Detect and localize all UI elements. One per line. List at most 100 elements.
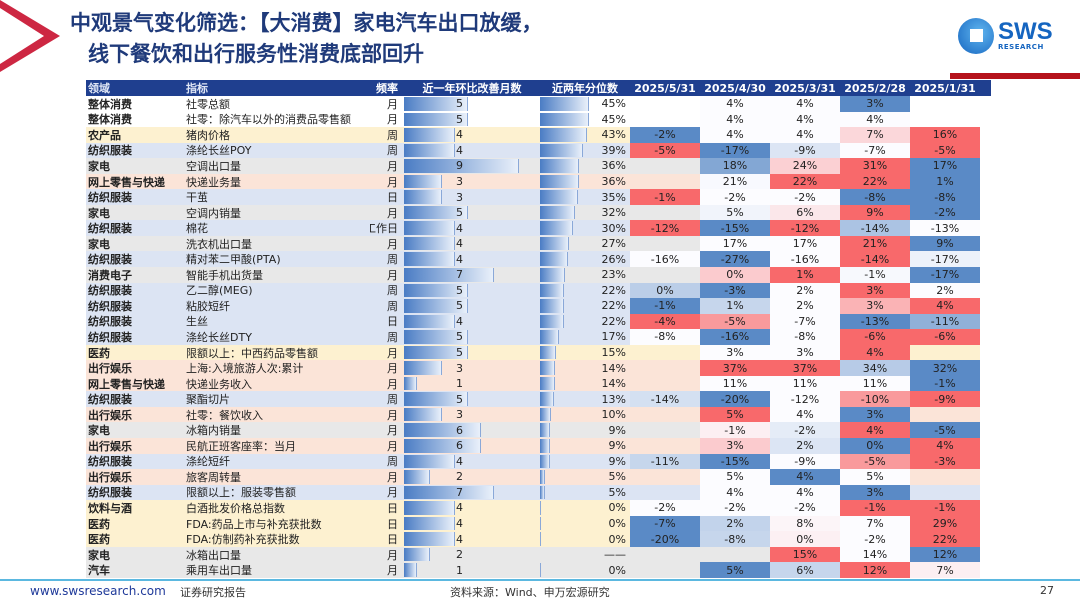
percentile-cell: 43%: [540, 127, 630, 143]
domain-cell: 纺织服装: [86, 220, 184, 236]
heatmap-cell: 2%: [910, 282, 980, 299]
heatmap-cell: 17%: [700, 235, 770, 252]
improve-months-cell: 7: [400, 267, 540, 283]
heatmap-cell: -15%: [700, 220, 770, 236]
heatmap-cell: 0%: [770, 531, 840, 547]
percentile-cell: 22%: [540, 313, 630, 330]
improve-months-cell: 5: [400, 391, 540, 407]
percentile-value: 9%: [608, 439, 626, 453]
heatmap-cell: [910, 469, 980, 485]
heatmap-cell: -5%: [910, 142, 980, 159]
improve-months-value: 1: [456, 377, 463, 391]
indicator-cell: FDA:药品上市与补充获批数: [184, 515, 370, 532]
table-row: 家电 冰箱内销量月 6 9% -1% -2% 4% -5%: [86, 422, 991, 439]
percentile-cell: 9%: [540, 422, 630, 439]
frequency-cell: 周: [370, 142, 400, 159]
heatmap-cell: [630, 406, 700, 423]
heatmap-cell: 37%: [700, 360, 770, 376]
domain-cell: 纺织服装: [86, 189, 184, 205]
table-row: 消费电子 智能手机出货量月 7 23% 0% 1% -1% -17%: [86, 267, 991, 283]
table-row: 家电 洗衣机出口量月 4 27% 17% 17% 21% 9%: [86, 235, 991, 252]
frequency-cell: 日: [370, 313, 400, 330]
heatmap-cell: 0%: [700, 267, 770, 283]
improve-months-bar: [404, 423, 481, 438]
percentile-cell: 36%: [540, 158, 630, 174]
heatmap-cell: -20%: [700, 391, 770, 407]
percentile-value: 14%: [601, 361, 626, 375]
table-row: 出行娱乐 民航正班客座率：当月月 6 9% 3% 2% 0% 4%: [86, 438, 991, 454]
column-header: 指标: [186, 82, 208, 95]
column-header: 近一年环比改善月数: [422, 82, 522, 95]
heatmap-cell: 0%: [840, 438, 910, 454]
percentile-cell: 5%: [540, 484, 630, 501]
frequency-cell: 月: [370, 546, 400, 563]
heatmap-cell: -15%: [700, 453, 770, 470]
heatmap-cell: 22%: [840, 173, 910, 190]
domain-cell: 出行娱乐: [86, 438, 184, 454]
indicator-cell: 限额以上：中西药品零售额: [184, 344, 370, 361]
improve-months-cell: 5: [400, 96, 540, 112]
domain-cell: 家电: [86, 422, 184, 439]
footer-label: 证券研究报告: [180, 586, 246, 599]
table-header: 领域 指标 频率 近一年环比改善月数 近两年分位数 2025/5/31 2025/4/30 2…: [86, 80, 991, 96]
column-header: 频率: [376, 82, 398, 95]
improve-months-cell: 3: [400, 360, 540, 376]
footer-url[interactable]: www.swsresearch.com: [30, 584, 166, 598]
percentile-cell: 0%: [540, 500, 630, 516]
frequency-cell: 日: [370, 500, 400, 516]
percentile-bar: [540, 423, 550, 438]
heatmap-cell: -4%: [630, 313, 700, 330]
percentile-bar: [540, 112, 590, 127]
domain-cell: 农产品: [86, 127, 184, 143]
header-red-bar: [950, 73, 1080, 79]
heatmap-cell: 4%: [770, 406, 840, 423]
improve-months-value: 4: [456, 501, 463, 515]
indicator-cell: 智能手机出货量: [184, 267, 370, 283]
percentile-value: ——: [604, 548, 626, 562]
heatmap-cell: -9%: [910, 391, 980, 407]
heatmap-cell: 6%: [770, 562, 840, 578]
improve-months-value: 4: [456, 314, 463, 328]
improve-months-value: 6: [456, 423, 463, 437]
heatmap-cell: 4%: [700, 484, 770, 501]
improve-months-bar: [404, 345, 468, 360]
heatmap-cell: 3%: [700, 438, 770, 454]
heatmap-cell: -13%: [840, 313, 910, 330]
heatmap-cell: [630, 375, 700, 392]
heatmap-cell: -5%: [910, 422, 980, 439]
indicator-cell: 旅客周转量: [184, 469, 370, 485]
heatmap-cell: -1%: [840, 500, 910, 516]
improve-months-bar: [404, 516, 456, 531]
table-row: 纺织服装 粘胶短纤周 5 22% -1% 1% 2% 3% 4%: [86, 298, 991, 314]
heatmap-cell: -17%: [910, 251, 980, 268]
percentile-value: 17%: [601, 330, 626, 344]
heatmap-cell: 4%: [770, 484, 840, 501]
domain-cell: 网上零售与快递: [86, 173, 184, 190]
improve-months-value: 5: [456, 346, 463, 360]
indicator-cell: 社零总额: [184, 96, 370, 112]
table-row: 出行娱乐 上海:入境旅游人次:累计月 3 14% 37% 37% 34% 32%: [86, 360, 991, 376]
indicator-cell: 白酒批发价格总指数: [184, 500, 370, 516]
frequency-cell: 月: [370, 267, 400, 283]
improve-months-cell: 6: [400, 438, 540, 454]
heatmap-cell: 32%: [910, 360, 980, 376]
heatmap-cell: [910, 484, 980, 501]
domain-cell: 家电: [86, 546, 184, 563]
domain-cell: 整体消费: [86, 111, 184, 128]
percentile-bar: [540, 485, 546, 500]
heatmap-cell: -16%: [770, 251, 840, 268]
heatmap-cell: 16%: [910, 127, 980, 143]
improve-months-value: 4: [456, 221, 463, 235]
heatmap-cell: [630, 562, 700, 578]
improve-months-cell: 4: [400, 313, 540, 330]
improve-months-bar: [404, 376, 417, 391]
improve-months-bar: [404, 299, 468, 313]
indicator-cell: 冰箱出口量: [184, 546, 370, 563]
heatmap-cell: 3%: [840, 484, 910, 501]
heatmap-cell: 5%: [840, 469, 910, 485]
heatmap-cell: 21%: [700, 173, 770, 190]
heatmap-cell: [630, 344, 700, 361]
table-row: 纺织服装 涤纶长丝POY 周 4 39% -5% -17% -9% -7% -5%: [86, 142, 991, 159]
heatmap-cell: 4%: [700, 127, 770, 143]
table-row: 医药 FDA:药品上市与补充获批数日 4 0% -7% 2% 8% 7% 29%: [86, 515, 991, 532]
